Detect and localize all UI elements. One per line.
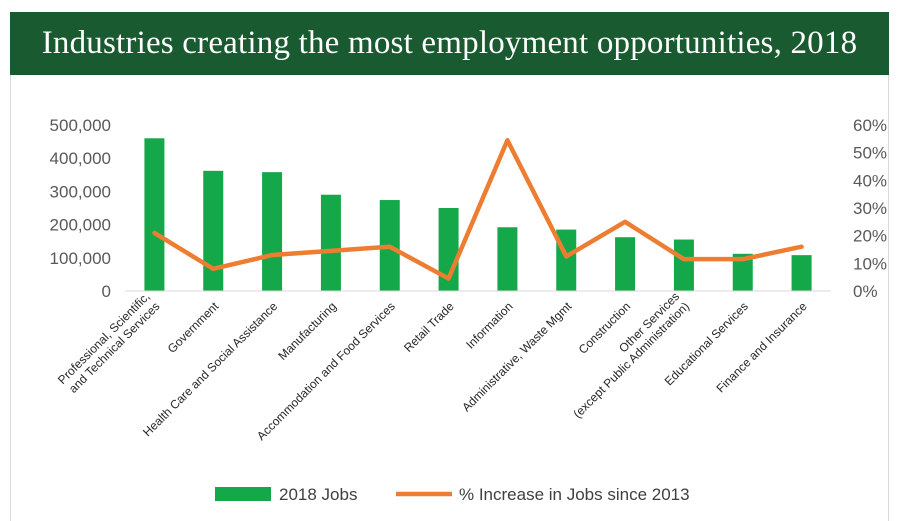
y-right-tick-label: 10% <box>853 254 887 273</box>
x-category-label: Administrative, Waste Mgmt <box>459 299 575 415</box>
chart-canvas: 0 100,000 200,000 300,000 400,000 500,000 0% 10… <box>50 116 887 504</box>
line-point <box>389 246 391 248</box>
y-right-tick-label: 30% <box>853 199 887 218</box>
y-left-tick-label: 200,000 <box>50 216 111 235</box>
x-category-label-line: Information <box>463 299 515 351</box>
legend-label-2018-jobs: 2018 Jobs <box>279 485 357 504</box>
x-category-label: Information <box>463 299 515 351</box>
y-left-tick-label: 400,000 <box>50 149 111 168</box>
x-category-label: Government <box>165 299 222 356</box>
y-right-tick-label: 60% <box>853 116 887 135</box>
line-point <box>801 246 803 248</box>
y-left-tick-label: 300,000 <box>50 182 111 201</box>
x-category-label: Professional, Scientific,and Technical S… <box>55 289 163 397</box>
bar-2018-jobs <box>732 253 753 291</box>
line-pct-increase <box>152 137 804 281</box>
legend-label-pct-increase: % Increase in Jobs since 2013 <box>459 485 690 504</box>
line-point <box>683 258 685 260</box>
line-point <box>271 254 273 256</box>
line-point <box>506 139 508 141</box>
bar-2018-jobs <box>615 237 636 291</box>
y-left-tick-label: 100,000 <box>50 249 111 268</box>
y-right-tick-label: 20% <box>853 227 887 246</box>
y-right-tick-label: 50% <box>853 144 887 163</box>
bar-2018-jobs <box>673 239 694 291</box>
chart-title: Industries creating the most employment … <box>41 25 858 61</box>
y-right-tick-label: 0% <box>853 282 878 301</box>
y-left-tick-label: 500,000 <box>50 116 111 135</box>
y-left-tick-label: 0 <box>102 282 111 301</box>
line-point <box>624 221 626 223</box>
x-category-label: Retail Trade <box>401 299 457 355</box>
x-category-label-line: Administrative, Waste Mgmt <box>459 299 575 415</box>
line-point <box>153 232 155 234</box>
x-category-label-line: (except Public Administration) <box>570 299 692 421</box>
y-right-tick-label: 40% <box>853 171 887 190</box>
bar-2018-jobs <box>497 227 518 291</box>
line-point <box>212 268 214 270</box>
chart-card: 0 100,000 200,000 300,000 400,000 500,000 0% 10… <box>10 75 889 521</box>
bar-2018-jobs <box>320 194 341 291</box>
x-category-label-line: Manufacturing <box>275 299 339 363</box>
legend-swatch-2018-jobs <box>215 487 271 501</box>
line-point <box>565 255 567 257</box>
bar-2018-jobs <box>262 172 283 291</box>
title-banner: Industries creating the most employment … <box>10 12 889 75</box>
x-category-label-line: Professional, Scientific, <box>55 289 153 387</box>
bar-2018-jobs <box>203 170 224 291</box>
line-point <box>330 250 332 252</box>
line-point <box>448 278 450 280</box>
bar-2018-jobs <box>791 255 812 291</box>
x-category-label-line: and Technical Services <box>66 299 163 396</box>
x-category-label-line: Retail Trade <box>401 299 457 355</box>
line-point <box>742 258 744 260</box>
x-category-label-line: Government <box>165 299 222 356</box>
x-category-label: Manufacturing <box>275 299 339 363</box>
bar-2018-jobs <box>144 138 165 291</box>
